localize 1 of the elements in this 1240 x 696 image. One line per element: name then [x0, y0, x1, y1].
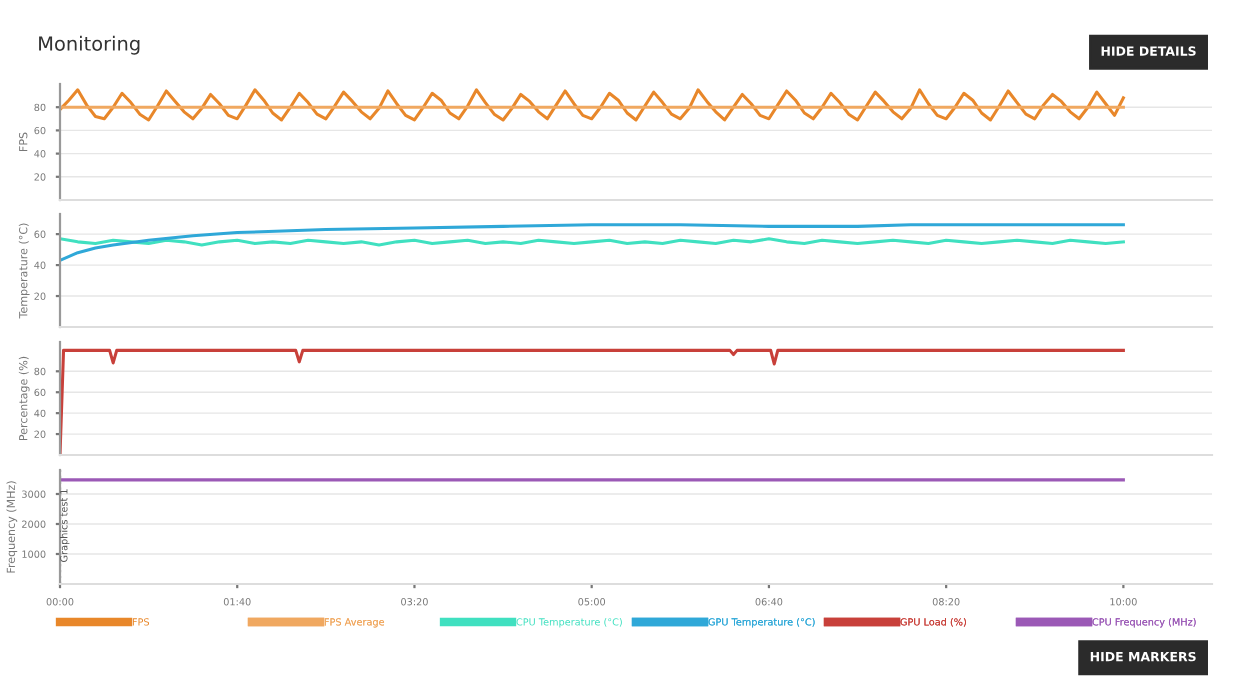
chart-title: Monitoring	[39, 35, 140, 55]
